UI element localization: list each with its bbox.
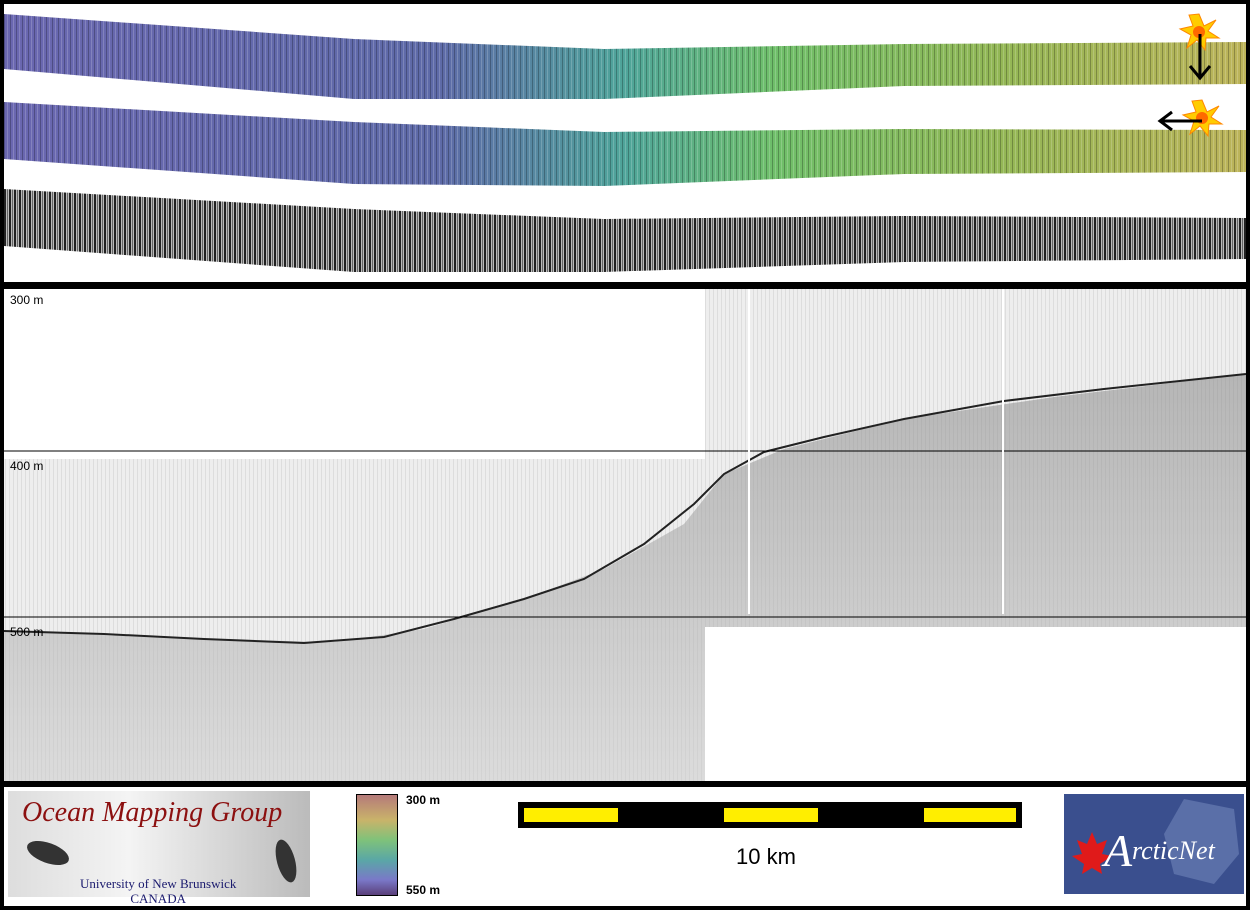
depth-label-500: 500 m [10,625,44,639]
sonar-fish-icon [27,840,69,866]
swath-strips [4,13,1246,272]
scale-bar [518,802,1022,828]
depth-colorbar [356,794,398,896]
sun-icon [1181,99,1224,138]
colorbar-top-label: 300 m [406,793,441,807]
echogram [4,289,1246,781]
arcticnet-wordmark: rcticNet [1132,836,1215,865]
maple-leaf-icon [1072,832,1112,874]
arrow-down-icon [1188,34,1212,81]
depth-label-400: 400 m [10,459,44,473]
colorbar-bottom-label: 550 m [406,883,441,897]
arcticnet-initial: A [1101,825,1133,876]
seafloor-profile [4,373,1246,645]
footer-panel: Ocean Mapping Group University of New Br… [4,787,1246,906]
sun-icon [1178,13,1221,52]
arrow-left-icon [1157,110,1202,132]
sonar-fish-icon [275,839,297,883]
omg-subtitle: University of New Brunswick CANADA [80,876,237,906]
arcticnet-logo: A rcticNet [1064,794,1244,894]
scale-bar-label: 10 km [736,844,796,869]
depth-label-300: 300 m [10,293,44,307]
swath-strip-grayscale [4,189,1246,272]
profile-panel: 300 m 400 m 500 m [4,289,1246,781]
omg-logo: Ocean Mapping Group University of New Br… [8,791,310,906]
swath-panel [4,4,1246,282]
omg-title: Ocean Mapping Group [22,797,283,828]
